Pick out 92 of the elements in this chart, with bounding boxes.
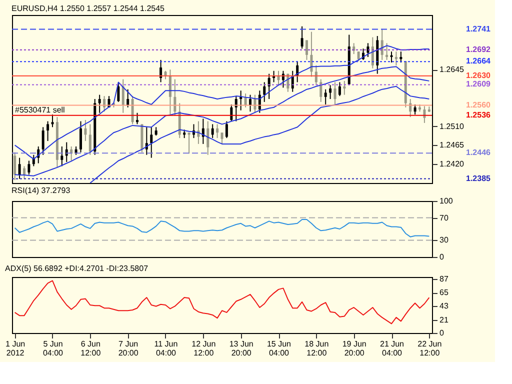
line-series — [14, 280, 430, 324]
y-tick-label: 30 — [440, 236, 449, 245]
ref-line-label: 1.2609 — [466, 80, 492, 89]
x-tick-label: 13 Jun 20:00 — [229, 340, 254, 358]
candlestick — [188, 132, 190, 154]
y-tick-label: 1.2420 — [440, 160, 465, 169]
y-tick-label: 0 — [440, 252, 444, 262]
candlestick — [131, 96, 134, 125]
candlestick — [220, 132, 224, 144]
x-tick-label: 18 Jun 12:00 — [304, 340, 329, 358]
x-tick-label: 21 Jun 04:00 — [380, 340, 404, 358]
y-tick-label: 70 — [440, 213, 449, 222]
ref-line-label: 1.2385 — [466, 174, 492, 183]
candlestick — [51, 114, 54, 128]
candlestick — [14, 152, 16, 181]
annotation: #5530471 sell — [15, 105, 66, 114]
candlestick — [174, 78, 176, 116]
candlestick — [46, 120, 50, 142]
y-tick-label: 1.2510 — [440, 122, 465, 131]
candlestick — [300, 26, 304, 50]
x-tick-label: 6 Jun 12:00 — [80, 340, 102, 358]
candlestick — [22, 166, 26, 180]
candlestick — [206, 120, 210, 156]
candlestick — [211, 124, 214, 139]
candlestick — [28, 160, 30, 176]
ref-line-label: 1.2664 — [466, 56, 492, 66]
chart-title: RSI(14) 37.2793 — [12, 186, 71, 195]
candlestick — [216, 124, 219, 139]
candlestick — [310, 31, 313, 78]
line-series — [14, 66, 430, 176]
y-tick-label: 100 — [440, 196, 454, 206]
candlestick — [84, 120, 87, 142]
y-tick-label: 1.2465 — [440, 140, 465, 150]
candlestick — [136, 112, 138, 125]
x-tick-label: 11 Jun 04:00 — [154, 340, 178, 358]
candlestick — [400, 51, 402, 63]
candlestick — [380, 28, 384, 60]
candlestick — [334, 82, 336, 105]
candlestick — [42, 126, 44, 156]
candlestick — [306, 40, 308, 60]
candlestick — [98, 94, 101, 114]
x-tick-label: 5 Jun 04:00 — [42, 340, 64, 358]
ref-line-label: 1.2630 — [466, 70, 492, 80]
candlestick — [225, 120, 228, 139]
candlestick — [324, 88, 327, 105]
candlestick — [394, 51, 398, 66]
y-tick-label: 0 — [440, 328, 444, 338]
candlestick — [268, 73, 270, 100]
candlestick — [329, 84, 332, 100]
candlestick — [126, 88, 130, 108]
candlestick — [254, 94, 256, 114]
candlestick — [357, 51, 360, 62]
candlestick — [168, 69, 172, 116]
candlestick — [60, 146, 64, 167]
candlestick — [343, 80, 346, 96]
y-tick-label: 65 — [440, 288, 449, 298]
x-tick-label: 22 Jun 12:00 — [418, 340, 442, 358]
ref-line-label: 1.2741 — [466, 24, 492, 34]
candlestick — [117, 82, 120, 102]
x-tick-label: 12 Jun 12:00 — [192, 340, 216, 358]
candlestick — [249, 94, 252, 112]
candlestick — [320, 78, 322, 102]
candlestick — [150, 126, 153, 158]
chart-title: ADX(5) 56.6892 +DI:4.2701 -DI:23.5807 — [5, 264, 149, 273]
ref-line-label: 1.2692 — [466, 44, 492, 54]
candlestick — [122, 78, 124, 114]
chart-title: EURUSD,H4 1.2550 1.2557 1.2544 1.2545 — [12, 4, 166, 13]
x-tick-label: 1 Jun 2012 — [6, 340, 26, 358]
y-tick-label: 87 — [440, 274, 449, 284]
ref-line-label: 1.2536 — [466, 110, 492, 120]
y-tick-label: 43 — [440, 302, 449, 311]
y-tick-label: 1.2645 — [440, 65, 465, 74]
line-series — [14, 218, 430, 238]
x-tick-label: 19 Jun 20:00 — [342, 340, 366, 358]
candlestick — [18, 157, 21, 180]
candlestick — [263, 82, 266, 102]
candlestick — [414, 104, 416, 116]
ref-line-label: 1.2560 — [466, 100, 492, 110]
candlestick — [314, 64, 318, 86]
x-tick-label: 15 Jun 04:00 — [266, 340, 292, 358]
x-tick-label: 7 Jun 20:00 — [118, 340, 139, 358]
candlestick — [230, 104, 233, 122]
candlestick — [160, 59, 162, 83]
ref-line-label: 1.2446 — [466, 148, 492, 158]
line-series — [90, 86, 430, 184]
candlestick — [79, 120, 82, 153]
candlestick — [240, 90, 242, 111]
candlestick — [88, 124, 92, 156]
candlestick — [338, 82, 341, 97]
y-tick-label: 21 — [440, 315, 449, 324]
candlestick — [366, 42, 370, 58]
candlestick — [386, 42, 388, 60]
